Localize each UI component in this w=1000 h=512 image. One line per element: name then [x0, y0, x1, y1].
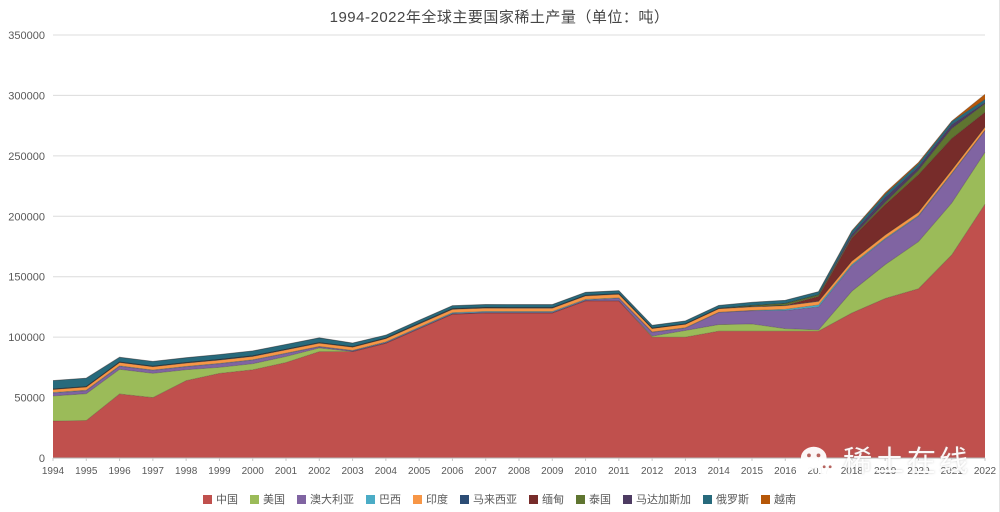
- y-axis-tick-label: 150000: [8, 272, 45, 284]
- legend-item-巴西: 巴西: [366, 491, 401, 507]
- y-axis-tick-label: 350000: [8, 30, 45, 42]
- legend-item-俄罗斯: 俄罗斯: [703, 491, 749, 507]
- y-axis-tick-label: 300000: [8, 90, 45, 102]
- x-axis-tick-label: 1996: [108, 466, 131, 477]
- x-axis-tick-label: 2018: [841, 466, 864, 477]
- x-axis-tick-label: 2005: [408, 466, 431, 477]
- x-axis-tick-label: 1995: [75, 466, 98, 477]
- legend-swatch: [703, 494, 712, 504]
- x-axis-tick-label: 2020: [907, 466, 930, 477]
- legend-swatch: [203, 494, 212, 504]
- x-axis-tick-label: 2000: [242, 466, 265, 477]
- x-axis-tick-label: 2002: [308, 466, 331, 477]
- x-axis-tick-label: 1994: [42, 466, 65, 477]
- legend-swatch: [529, 494, 538, 504]
- chart-legend: 中国 美国 澳大利亚 巴西 印度 马来西亚 缅甸 泰国 马达加斯加 俄罗斯 越南: [0, 491, 999, 507]
- y-axis-tick-label: 0: [39, 453, 45, 465]
- series-boundary-line: [52, 126, 986, 390]
- legend-label: 澳大利亚: [310, 494, 354, 506]
- area-series-印度: [53, 126, 985, 393]
- x-axis-tick-label: 2015: [741, 466, 764, 477]
- legend-swatch: [366, 494, 375, 504]
- series-boundary-line: [52, 126, 986, 390]
- legend-label: 越南: [774, 494, 796, 506]
- x-axis-tick-label: 1997: [142, 466, 165, 477]
- legend-swatch: [576, 494, 585, 504]
- x-axis-tick-label: 2013: [674, 466, 697, 477]
- series-boundary-line: [52, 203, 986, 422]
- x-axis-tick-label: 2001: [275, 466, 298, 477]
- legend-item-印度: 印度: [413, 491, 448, 507]
- legend-label: 马来西亚: [473, 494, 517, 506]
- x-axis-tick-label: 2009: [541, 466, 564, 477]
- legend-swatch: [297, 494, 306, 504]
- series-boundary-line: [52, 111, 986, 390]
- x-axis-tick-label: 2014: [708, 466, 731, 477]
- legend-item-越南: 越南: [761, 491, 796, 507]
- series-boundary-line: [52, 103, 986, 390]
- legend-label: 马达加斯加: [636, 494, 691, 506]
- legend-swatch: [460, 494, 469, 504]
- series-boundary-line: [52, 152, 986, 397]
- legend-label: 美国: [263, 494, 285, 506]
- y-axis-tick-label: 250000: [8, 151, 45, 163]
- y-axis-tick-label: 100000: [8, 332, 45, 344]
- legend-item-缅甸: 缅甸: [529, 491, 564, 507]
- x-axis-tick-label: 2003: [341, 466, 364, 477]
- x-axis-tick-label: 2012: [641, 466, 664, 477]
- legend-label: 中国: [216, 494, 238, 506]
- series-boundary-line: [52, 102, 986, 390]
- legend-item-马来西亚: 马来西亚: [460, 491, 517, 507]
- series-boundary-line: [52, 99, 986, 381]
- x-axis-tick-label: 2017: [807, 466, 830, 477]
- x-axis-tick-label: 2011: [608, 466, 630, 477]
- x-axis-tick-label: 2016: [774, 466, 797, 477]
- legend-swatch: [250, 494, 259, 504]
- legend-swatch: [761, 494, 770, 504]
- x-axis-tick-label: 2022: [974, 466, 997, 477]
- y-axis-tick-label: 200000: [8, 211, 45, 223]
- legend-label: 印度: [426, 494, 448, 506]
- x-axis-tick-label: 2021: [941, 466, 964, 477]
- stacked-area-chart: 0 50000 100000 150000 200000 250000 300000 3500…: [8, 30, 997, 477]
- legend-swatch: [413, 494, 422, 504]
- series-boundary-line: [52, 130, 986, 393]
- legend-swatch: [623, 494, 632, 504]
- legend-item-泰国: 泰国: [576, 491, 611, 507]
- x-axis-tick-label: 1999: [208, 466, 231, 477]
- y-axis-tick-label: 50000: [14, 393, 45, 405]
- x-axis-tick-label: 1998: [175, 466, 198, 477]
- area-series-中国: [53, 204, 985, 458]
- x-axis-tick-label: 2010: [574, 466, 597, 477]
- chart-title: 1994-2022年全球主要国家稀土产量（单位：吨）: [329, 9, 670, 26]
- legend-label: 泰国: [589, 494, 611, 506]
- area-series-美国: [53, 152, 985, 422]
- x-axis-tick-label: 2008: [508, 466, 531, 477]
- legend-item-中国: 中国: [203, 491, 238, 507]
- x-axis-tick-label: 2007: [475, 466, 498, 477]
- series-boundary-line: [52, 93, 986, 381]
- legend-item-美国: 美国: [250, 491, 285, 507]
- legend-item-澳大利亚: 澳大利亚: [297, 491, 354, 507]
- x-axis-tick-label: 2019: [874, 466, 897, 477]
- x-axis-tick-label: 2004: [375, 466, 398, 477]
- legend-item-马达加斯加: 马达加斯加: [623, 491, 691, 507]
- x-axis-tick-label: 2006: [441, 466, 464, 477]
- series-boundary-line: [52, 130, 986, 394]
- legend-label: 俄罗斯: [716, 494, 749, 506]
- legend-label: 巴西: [379, 494, 401, 506]
- legend-label: 缅甸: [542, 494, 564, 506]
